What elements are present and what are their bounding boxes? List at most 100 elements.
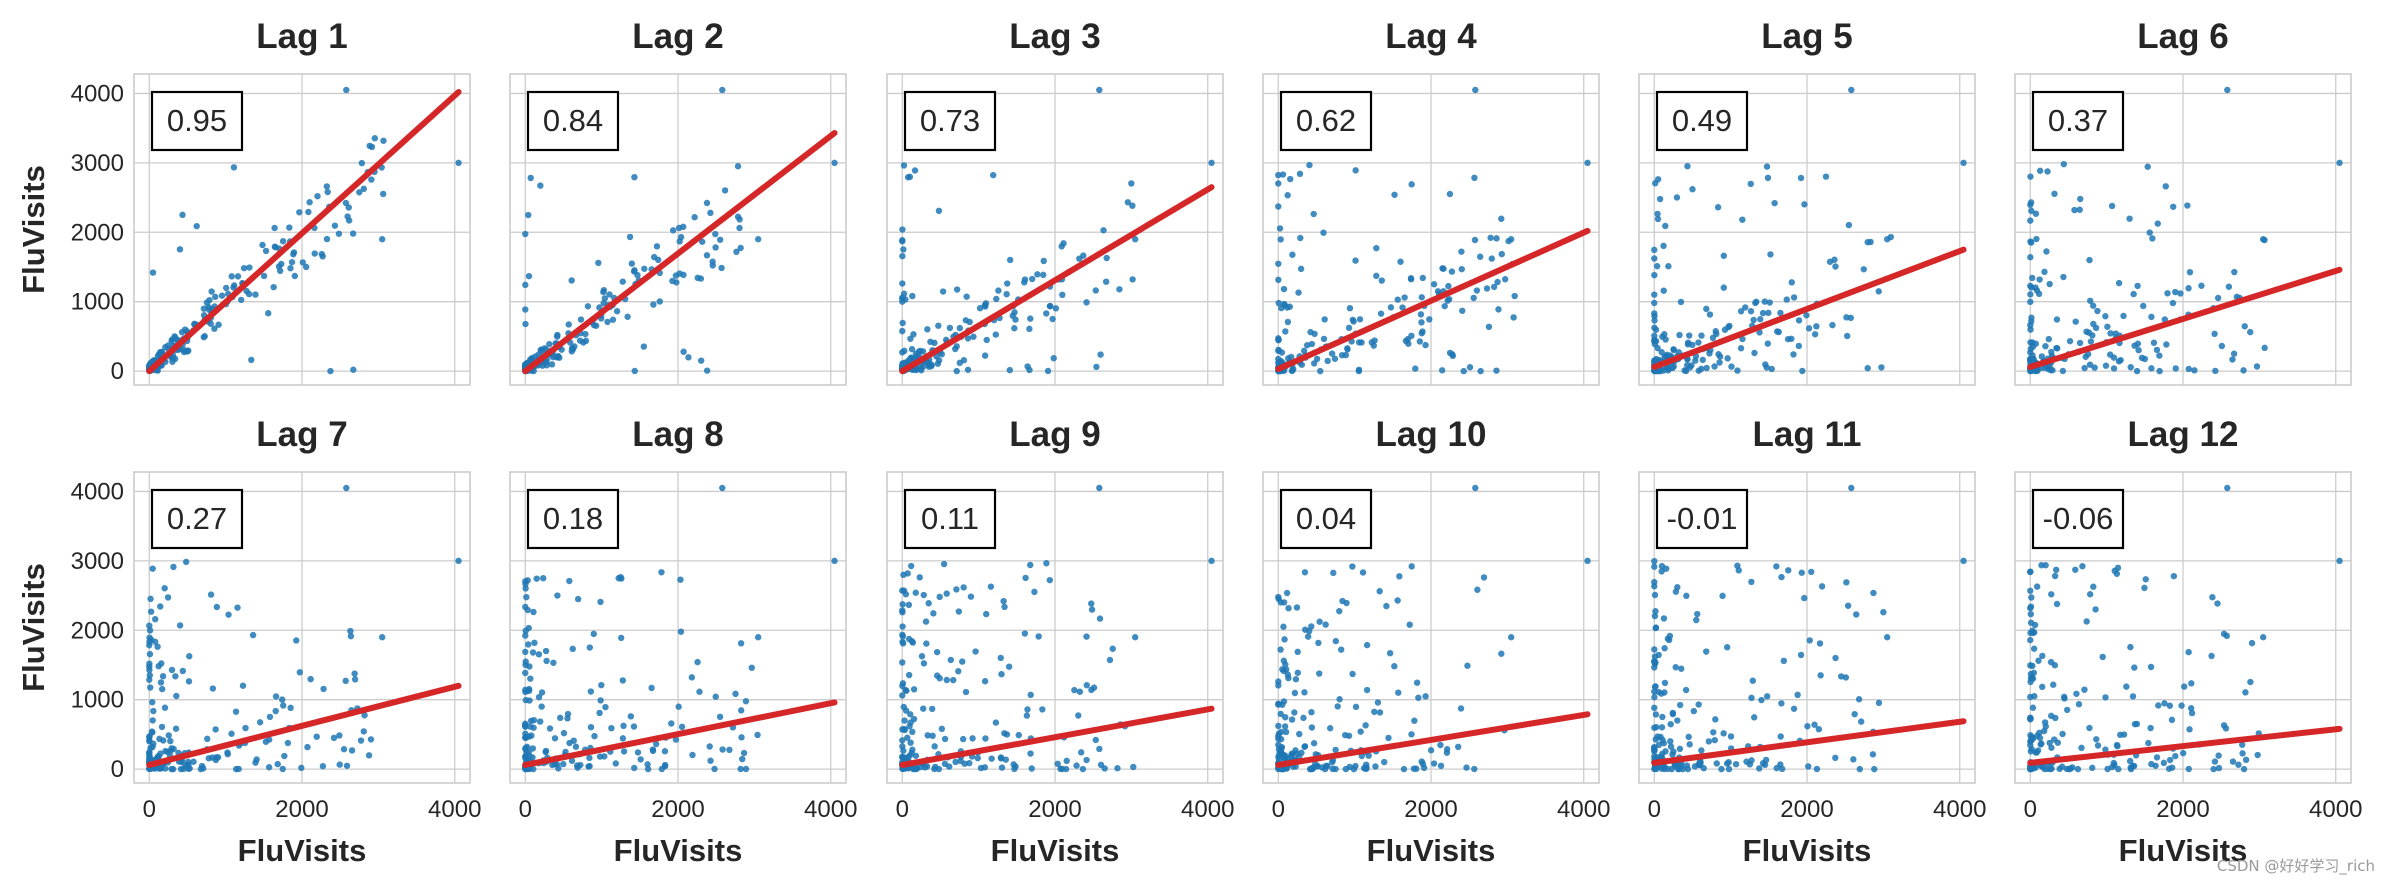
scatter-point bbox=[1845, 221, 1853, 229]
scatter-point bbox=[2215, 764, 2223, 772]
scatter-point bbox=[2222, 725, 2230, 732]
scatter-point bbox=[287, 704, 294, 712]
scatter-point bbox=[1654, 210, 1661, 218]
scatter-point bbox=[960, 584, 967, 591]
scatter-point bbox=[537, 182, 544, 189]
scatter-point bbox=[1683, 362, 1691, 369]
scatter-point bbox=[1063, 757, 1070, 765]
x-tick-label: 2000 bbox=[651, 796, 704, 823]
scatter-point bbox=[1329, 765, 1336, 773]
scatter-point bbox=[2027, 587, 2034, 594]
scatter-point bbox=[1337, 646, 1345, 653]
scatter-point bbox=[1003, 731, 1011, 738]
scatter-point bbox=[1315, 639, 1322, 647]
scatter-point bbox=[151, 638, 159, 645]
scatter-point bbox=[1718, 765, 1725, 773]
scatter-point bbox=[1651, 324, 1658, 331]
scatter-point bbox=[1665, 636, 1673, 644]
scatter-point bbox=[2094, 307, 2101, 315]
scatter-point bbox=[1501, 276, 1509, 283]
scatter-point bbox=[1296, 730, 1303, 738]
scatter-point bbox=[2106, 351, 2114, 358]
scatter-point bbox=[342, 677, 349, 685]
correlation-box bbox=[150, 90, 244, 152]
scatter-point bbox=[1871, 765, 1878, 773]
scatter-point bbox=[1721, 326, 1729, 333]
scatter-point bbox=[1374, 699, 1382, 706]
scatter-point bbox=[1413, 679, 1421, 686]
scatter-point bbox=[150, 707, 157, 715]
scatter-point bbox=[357, 737, 365, 744]
scatter-point bbox=[1778, 700, 1785, 707]
scatter-point bbox=[2185, 365, 2192, 373]
scatter-point bbox=[1472, 484, 1479, 492]
scatter-point bbox=[2035, 657, 2042, 664]
regression-line bbox=[146, 682, 462, 768]
scatter-point bbox=[1662, 222, 1669, 230]
scatter-point bbox=[1711, 736, 1718, 744]
scatter-point bbox=[585, 763, 592, 770]
scatter-point bbox=[530, 608, 537, 616]
scatter-point bbox=[2089, 302, 2097, 309]
scatter-point bbox=[1277, 710, 1284, 718]
scatter-point bbox=[899, 280, 906, 287]
scatter-point bbox=[694, 658, 701, 666]
y-tick-label: 2000 bbox=[71, 617, 124, 644]
scatter-point bbox=[564, 710, 572, 718]
y-tick-label: 2000 bbox=[71, 219, 124, 246]
scatter-point bbox=[1875, 699, 1883, 707]
scatter-point bbox=[920, 660, 928, 667]
scatter-point bbox=[910, 686, 918, 693]
scatter-point bbox=[1459, 307, 1466, 314]
scatter-point bbox=[1480, 574, 1488, 581]
scatter-point bbox=[591, 732, 598, 740]
scatter-point bbox=[209, 754, 216, 761]
scatter-point bbox=[1756, 765, 1763, 772]
scatter-point bbox=[716, 236, 724, 243]
scatter-point bbox=[1664, 367, 1672, 374]
scatter-point bbox=[1275, 299, 1282, 307]
scatter-point bbox=[1083, 682, 1090, 689]
scatter-point bbox=[343, 86, 350, 94]
scatter-point bbox=[2083, 618, 2090, 625]
scatter-point bbox=[1448, 268, 1456, 275]
scatter-point bbox=[1747, 180, 1754, 188]
scatter-point bbox=[272, 243, 279, 251]
scatter-point bbox=[1021, 630, 1029, 637]
scatter-point bbox=[1703, 305, 1710, 313]
scatter-point bbox=[1487, 234, 1494, 241]
scatter-point bbox=[737, 244, 744, 252]
scatter-point bbox=[1407, 276, 1415, 283]
scatter-point bbox=[2086, 297, 2094, 304]
scatter-point bbox=[360, 185, 368, 193]
scatter-point bbox=[1334, 703, 1341, 710]
panel-title: Lag 11 bbox=[1753, 415, 1862, 454]
scatter-point bbox=[2247, 328, 2254, 336]
scatter-point bbox=[2027, 662, 2034, 669]
panel-2: Lag 2 0.84 bbox=[509, 17, 847, 386]
scatter-point bbox=[1003, 290, 1010, 298]
scatter-point bbox=[1024, 706, 1031, 713]
scatter-point bbox=[899, 623, 906, 630]
scatter-point bbox=[2027, 568, 2034, 576]
scatter-point bbox=[2032, 210, 2040, 217]
scatter-point bbox=[1698, 332, 1705, 339]
scatter-point bbox=[1296, 170, 1304, 178]
scatter-point bbox=[298, 764, 305, 772]
scatter-point bbox=[242, 724, 249, 732]
scatter-point bbox=[1308, 724, 1316, 731]
scatter-point bbox=[343, 484, 350, 492]
scatter-point bbox=[1373, 272, 1380, 280]
y-tick-label: 0 bbox=[111, 756, 124, 783]
scatter-point bbox=[923, 640, 930, 647]
scatter-point bbox=[1652, 624, 1660, 631]
scatter-point bbox=[587, 723, 595, 731]
scatter-point bbox=[754, 236, 762, 243]
scatter-point bbox=[962, 688, 970, 696]
scatter-point bbox=[2156, 352, 2163, 359]
scatter-point bbox=[1785, 567, 1792, 574]
scatter-point bbox=[266, 713, 274, 721]
scatter-point bbox=[2027, 282, 2034, 290]
scatter-point bbox=[918, 653, 926, 660]
panel-title: Lag 7 bbox=[256, 415, 347, 454]
